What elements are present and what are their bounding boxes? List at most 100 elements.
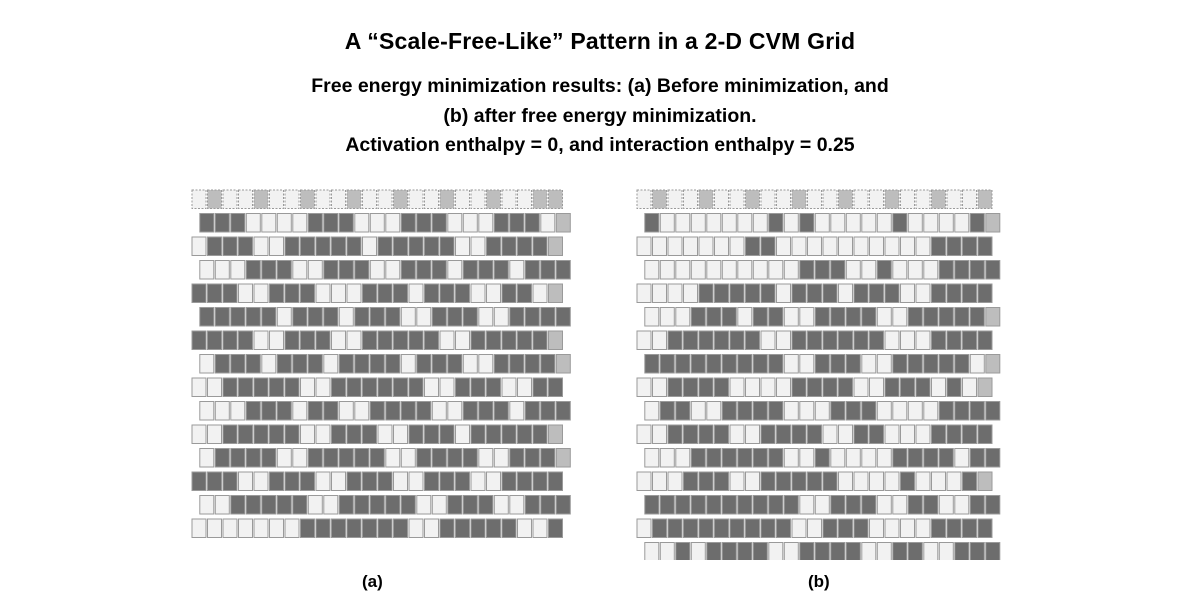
light-cell	[853, 471, 869, 491]
dark-cell	[424, 283, 439, 303]
light-cell	[455, 189, 470, 209]
dark-cell	[690, 307, 706, 327]
dark-cell	[400, 495, 416, 515]
dark-cell	[548, 377, 563, 397]
light-cell	[659, 448, 675, 468]
dark-cell	[447, 448, 463, 468]
light-cell	[408, 471, 424, 491]
light-cell	[540, 213, 556, 233]
dark-cell	[768, 495, 784, 515]
light-cell	[807, 236, 822, 256]
dark-cell	[729, 283, 745, 303]
light-cell	[424, 518, 439, 538]
dark-cell	[470, 424, 486, 444]
light-cell	[509, 260, 525, 280]
dark-cell	[555, 260, 571, 280]
dark-cell	[962, 283, 977, 303]
dark-cell	[393, 377, 408, 397]
dark-cell	[659, 354, 675, 374]
light-cell	[652, 330, 667, 350]
dark-cell	[985, 448, 1001, 468]
light-cell	[869, 518, 884, 538]
light-cell	[721, 260, 737, 280]
light-cell	[783, 260, 799, 280]
light-cell	[393, 189, 408, 209]
dark-cell	[214, 354, 230, 374]
light-cell	[869, 377, 884, 397]
dark-cell	[416, 213, 432, 233]
dark-cell	[207, 471, 222, 491]
dark-cell	[214, 448, 230, 468]
dark-cell	[207, 236, 222, 256]
dark-cell	[760, 518, 776, 538]
light-cell	[191, 236, 207, 256]
dark-cell	[517, 236, 532, 256]
dark-cell	[261, 401, 277, 421]
dark-cell	[698, 424, 714, 444]
dark-cell	[245, 495, 261, 515]
dark-cell	[486, 236, 501, 256]
dark-cell	[985, 260, 1001, 280]
dark-cell	[439, 471, 455, 491]
light-cell	[292, 401, 308, 421]
dark-cell	[667, 424, 683, 444]
light-cell	[408, 189, 424, 209]
light-cell	[214, 260, 230, 280]
dark-cell	[540, 401, 556, 421]
dark-cell	[400, 401, 416, 421]
light-cell	[776, 236, 791, 256]
light-cell	[799, 401, 815, 421]
light-cell	[462, 354, 478, 374]
light-cell	[799, 307, 815, 327]
dark-cell	[416, 260, 432, 280]
light-cell	[501, 377, 517, 397]
light-cell	[253, 518, 269, 538]
dark-cell	[946, 283, 962, 303]
light-cell	[892, 260, 908, 280]
dark-cell	[532, 424, 548, 444]
light-cell	[667, 471, 683, 491]
dark-cell	[853, 283, 869, 303]
light-cell	[470, 283, 486, 303]
dark-cell	[354, 495, 370, 515]
light-cell	[807, 189, 822, 209]
dark-cell	[532, 377, 548, 397]
dark-cell	[269, 471, 284, 491]
dark-cell	[323, 213, 339, 233]
dark-cell	[276, 260, 292, 280]
dark-cell	[462, 260, 478, 280]
dark-cell	[721, 401, 737, 421]
dark-cell	[706, 354, 722, 374]
dark-cell	[776, 518, 791, 538]
dark-cell	[822, 283, 838, 303]
light-cell	[876, 495, 892, 515]
dark-cell	[400, 213, 416, 233]
dark-cell	[230, 354, 246, 374]
dark-cell	[245, 448, 261, 468]
light-cell	[907, 260, 923, 280]
dark-cell	[845, 401, 861, 421]
dark-cell	[760, 236, 776, 256]
dark-cell	[524, 354, 540, 374]
dark-cell	[822, 377, 838, 397]
dark-cell	[745, 283, 760, 303]
dark-cell	[776, 471, 791, 491]
dark-cell	[532, 236, 548, 256]
dark-cell	[760, 424, 776, 444]
dark-cell	[470, 518, 486, 538]
dark-cell	[517, 471, 532, 491]
light-cell	[439, 330, 455, 350]
light-cell	[876, 401, 892, 421]
light-cell	[783, 307, 799, 327]
dark-cell	[548, 518, 563, 538]
dark-cell	[977, 236, 993, 256]
dark-cell	[962, 236, 977, 256]
dark-cell	[245, 354, 261, 374]
dark-cell	[652, 518, 667, 538]
light-cell	[207, 518, 222, 538]
light-cell	[900, 424, 915, 444]
dark-cell	[292, 354, 308, 374]
light-cell	[191, 189, 207, 209]
light-cell	[338, 307, 354, 327]
dark-cell	[737, 495, 753, 515]
